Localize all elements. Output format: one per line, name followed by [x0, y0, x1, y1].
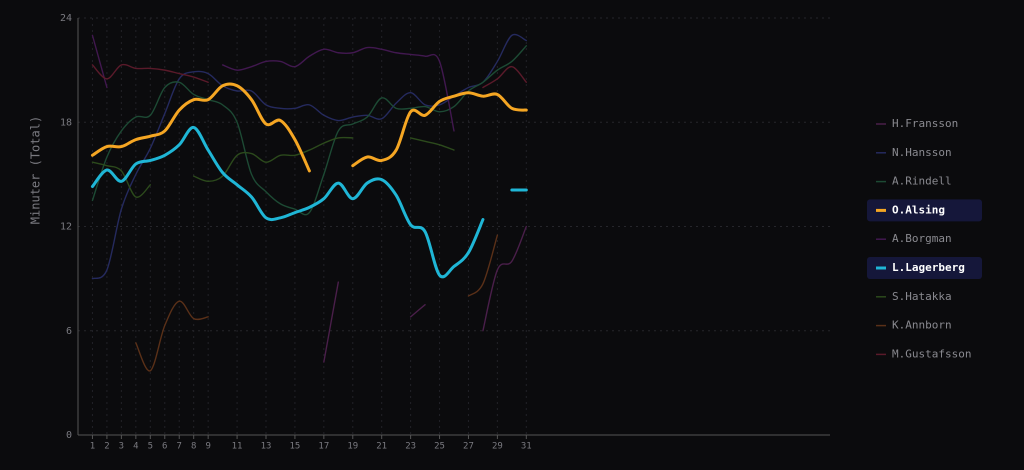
legend-label: M.Gustafsson	[892, 347, 971, 360]
y-axis-label: Minuter (Total)	[29, 116, 43, 224]
y-tick-label: 24	[60, 13, 72, 24]
x-tick-label: 23	[405, 442, 416, 452]
x-tick-label: 15	[290, 442, 301, 452]
legend-label: H.Fransson	[892, 117, 958, 130]
series-line	[323, 225, 528, 363]
x-tick-label: 3	[119, 442, 124, 452]
x-tick-label: 25	[434, 442, 445, 452]
series-line	[91, 63, 528, 89]
series-line	[135, 234, 499, 372]
x-tick-label: 8	[191, 442, 196, 452]
legend-label: O.Alsing	[892, 203, 945, 216]
legend-item[interactable]: K.Annborn	[876, 319, 952, 332]
x-tick-label: 1	[90, 442, 95, 452]
legend-label: K.Annborn	[892, 319, 952, 332]
series-line	[91, 45, 528, 216]
x-tick-label: 2	[104, 442, 109, 452]
legend-label: A.Rindell	[892, 175, 952, 188]
y-tick-label: 6	[66, 326, 72, 337]
legend-item[interactable]: N.Hansson	[876, 146, 952, 159]
series-line	[90, 125, 528, 279]
x-tick-label: 29	[492, 442, 503, 452]
x-tick-label: 31	[521, 442, 532, 452]
y-tick-label: 18	[60, 117, 72, 128]
legend-highlight	[867, 257, 982, 279]
y-tick-label: 0	[66, 430, 72, 441]
legend-label: S.Hatakka	[892, 290, 952, 303]
x-tick-label: 6	[162, 442, 167, 452]
legend-highlight	[867, 199, 982, 222]
legend-label: L.Lagerberg	[892, 261, 965, 274]
x-tick-label: 13	[261, 442, 272, 452]
x-tick-label: 5	[148, 442, 153, 452]
series-line	[91, 136, 455, 198]
x-tick-label: 19	[347, 442, 358, 452]
legend-item[interactable]: O.Alsing	[867, 199, 982, 222]
x-tick-label: 27	[463, 442, 474, 452]
legend-item[interactable]: H.Fransson	[876, 117, 958, 130]
x-tick-label: 7	[177, 442, 182, 452]
legend-item[interactable]: M.Gustafsson	[876, 347, 971, 360]
x-tick-label: 9	[205, 442, 210, 452]
series-line	[90, 82, 528, 173]
legend-label: A.Borgman	[892, 232, 952, 245]
legend-item[interactable]: S.Hatakka	[876, 290, 952, 303]
y-tick-label: 12	[60, 222, 72, 233]
legend-item[interactable]: A.Rindell	[876, 175, 952, 188]
x-tick-label: 4	[133, 442, 138, 452]
legend-item[interactable]: A.Borgman	[876, 232, 952, 245]
x-tick-label: 17	[318, 442, 329, 452]
legend-item[interactable]: L.Lagerberg	[867, 257, 982, 279]
x-tick-label: 21	[376, 442, 387, 452]
x-tick-label: 11	[232, 442, 243, 452]
legend-label: N.Hansson	[892, 146, 952, 159]
